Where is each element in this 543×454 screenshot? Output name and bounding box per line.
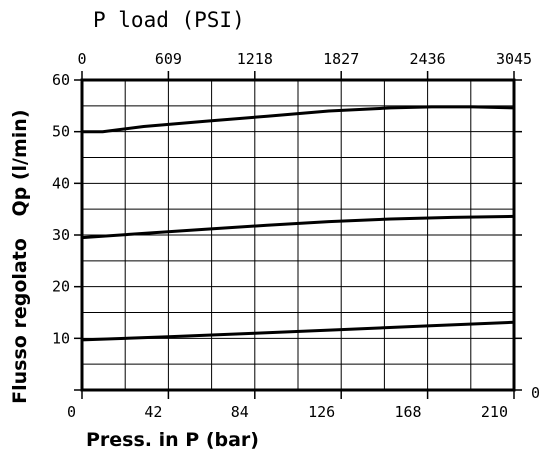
x-tick-label: 84: [231, 403, 249, 421]
x-axis-title: Press. in P (bar): [86, 429, 259, 451]
tick-labels: 0 42 84 126 168 210 0 609 1218 1827 2436 3045 10 20 30…: [52, 50, 532, 421]
y-tick-label: 60: [52, 71, 70, 89]
right-axis-zero-label: 0: [531, 384, 540, 402]
x2-tick-label: 1218: [237, 50, 273, 68]
axis-ticks: [74, 71, 522, 399]
chart-series: [80, 105, 516, 342]
y-tick-label: 40: [52, 174, 70, 192]
y-tick-label: 30: [52, 226, 70, 244]
y-axis-title: Flusso regolato: [9, 238, 31, 404]
y-tick-label: 20: [52, 278, 70, 296]
series-line-1: [80, 105, 516, 134]
y-axis-unit: Qp (l/min): [9, 109, 31, 216]
x2-tick-label: 2436: [410, 50, 446, 68]
y-tick-label: 10: [52, 329, 70, 347]
x2-tick-label: 0: [77, 50, 86, 68]
series-line-3: [80, 320, 516, 342]
x-tick-label: 168: [395, 403, 422, 421]
chart-grid: [82, 80, 514, 390]
series-line-2: [80, 214, 516, 240]
x2-tick-label: 609: [155, 50, 182, 68]
x2-tick-label: 1827: [323, 50, 359, 68]
x-tick-label: 126: [308, 403, 335, 421]
x2-tick-label: 3045: [496, 50, 532, 68]
x-tick-label: 42: [144, 403, 162, 421]
x-tick-label: 0: [67, 403, 76, 421]
top-axis-title: P load (PSI): [93, 8, 245, 32]
x-tick-label: 210: [481, 403, 508, 421]
y-tick-label: 50: [52, 123, 70, 141]
